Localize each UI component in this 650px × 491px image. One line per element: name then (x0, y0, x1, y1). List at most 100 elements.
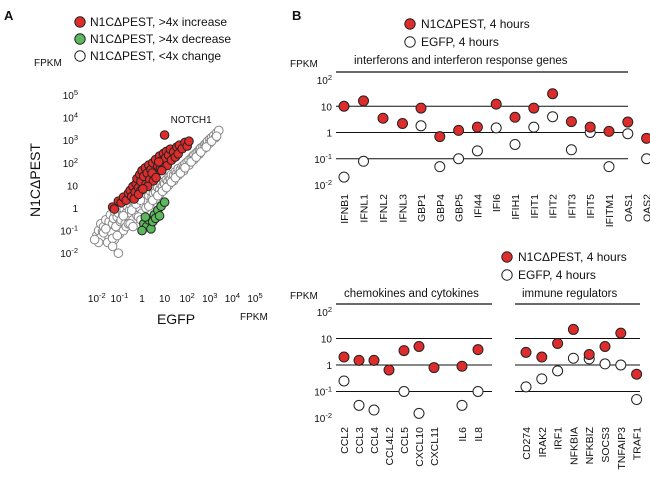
legend-b-label: N1CΔPEST, 4 hours (421, 17, 530, 31)
gene-label: IFNL2 (378, 194, 390, 223)
group-title: chemokines and cytokines (344, 288, 479, 300)
marker-n1c (415, 102, 427, 114)
y-tick-label: 10-2 (60, 246, 78, 260)
gene-label: IL6 (457, 427, 469, 442)
point-nochange (100, 224, 111, 234)
x-tick-label: 10-2 (88, 291, 106, 305)
marker-egfp (456, 399, 468, 411)
marker-n1c (453, 124, 465, 136)
marker-n1c (509, 111, 521, 123)
y-tick-label: 105 (63, 88, 78, 102)
panel-b-legend-top: N1CΔPEST, 4 hours EGFP, 4 hours (404, 17, 530, 49)
gene-label: IFIT5 (585, 194, 597, 219)
point-decrease (140, 212, 151, 222)
x-tick-label: 104 (225, 291, 240, 305)
point-nochange (211, 131, 222, 142)
legend-b-marker (404, 18, 416, 30)
point-nochange (113, 248, 124, 258)
x-axis-label: EGFP (157, 311, 195, 327)
legend-b-marker (501, 251, 513, 263)
marker-n1c (471, 121, 483, 133)
gene-label: CCL5 (399, 427, 411, 454)
marker-egfp (631, 393, 643, 405)
marker-egfp (603, 161, 615, 173)
gene-label: OAS2 (642, 194, 650, 222)
marker-egfp (368, 404, 380, 416)
y-tick-label: 1 (72, 204, 78, 215)
b-y-tick: 102 (317, 305, 332, 319)
gene-label: CXCL11 (429, 427, 441, 466)
gene-label: CCL4L2 (384, 427, 396, 466)
gene-label: CCL4 (369, 427, 381, 454)
gene-label: CCL3 (354, 427, 366, 454)
marker-egfp (520, 381, 532, 393)
legend-a-marker (74, 50, 86, 62)
x-tick-label: 102 (180, 291, 195, 305)
point-increase (138, 184, 148, 194)
x-tick-label: 10 (159, 294, 171, 305)
legend-a-marker (74, 16, 86, 28)
annotation-notch1: NOTCH1 (171, 115, 213, 126)
x-tick-label: 105 (247, 291, 262, 305)
point-nochange (89, 234, 100, 245)
marker-n1c (565, 116, 577, 128)
marker-egfp (471, 145, 483, 157)
y-unit-label: FPKM (34, 58, 62, 69)
marker-n1c (353, 354, 365, 366)
marker-egfp (358, 155, 369, 167)
marker-n1c (358, 95, 369, 107)
marker-n1c (413, 340, 425, 352)
b-y-tick: 10-1 (314, 152, 332, 166)
marker-egfp (567, 352, 579, 364)
marker-egfp (434, 161, 446, 173)
marker-egfp (622, 128, 634, 140)
gene-label: IFITM1 (604, 194, 616, 227)
marker-egfp (565, 144, 577, 156)
legend-b-label: EGFP, 4 hours (518, 268, 596, 282)
gene-label: IRAK2 (537, 427, 549, 458)
marker-egfp (453, 153, 465, 165)
point-nochange (180, 163, 190, 173)
marker-n1c (603, 125, 615, 137)
gene-label: CXCL10 (414, 427, 426, 467)
gene-label: IFNL1 (359, 194, 371, 223)
marker-egfp (472, 386, 484, 397)
point-increase (184, 136, 194, 147)
b-y-tick: 1 (326, 129, 332, 140)
gene-label: IFIH1 (510, 194, 522, 220)
marker-n1c (398, 345, 410, 357)
legend-b-marker (501, 269, 513, 281)
marker-n1c (567, 323, 579, 335)
y-tick-label: 10 (67, 181, 79, 192)
gene-label: SOCS3 (600, 427, 612, 463)
y-tick-label: 104 (63, 111, 78, 125)
marker-egfp (338, 375, 350, 387)
legend-a-label: N1CΔPEST, >4x decrease (90, 32, 231, 46)
b-y-tick: 10 (321, 335, 333, 346)
x-unit-label: FPKM (240, 312, 268, 323)
marker-egfp (398, 386, 410, 397)
legend-b-label: N1CΔPEST, 4 hours (518, 250, 627, 264)
marker-n1c (622, 116, 634, 128)
gene-label: IFI44 (472, 194, 484, 218)
group-title: interferons and interferon response gene… (354, 55, 568, 67)
marker-egfp (536, 373, 548, 385)
marker-n1c (584, 121, 596, 133)
panel-b-letter: B (292, 8, 301, 23)
marker-n1c (383, 364, 395, 376)
marker-n1c (528, 102, 540, 114)
marker-n1c (456, 360, 468, 372)
x-tick-label: 10-1 (111, 291, 129, 305)
marker-n1c (536, 351, 548, 363)
b-y-tick: 10-2 (314, 411, 332, 425)
gene-label: CD274 (521, 427, 533, 460)
legend-b-marker (404, 36, 416, 48)
point-decrease (137, 225, 147, 236)
b-y-tick: 10 (321, 102, 333, 113)
marker-egfp (615, 359, 627, 371)
marker-egfp (338, 171, 350, 183)
gene-label: IFNL3 (398, 194, 410, 223)
y-tick-label: 102 (63, 156, 78, 170)
marker-n1c (472, 344, 484, 356)
